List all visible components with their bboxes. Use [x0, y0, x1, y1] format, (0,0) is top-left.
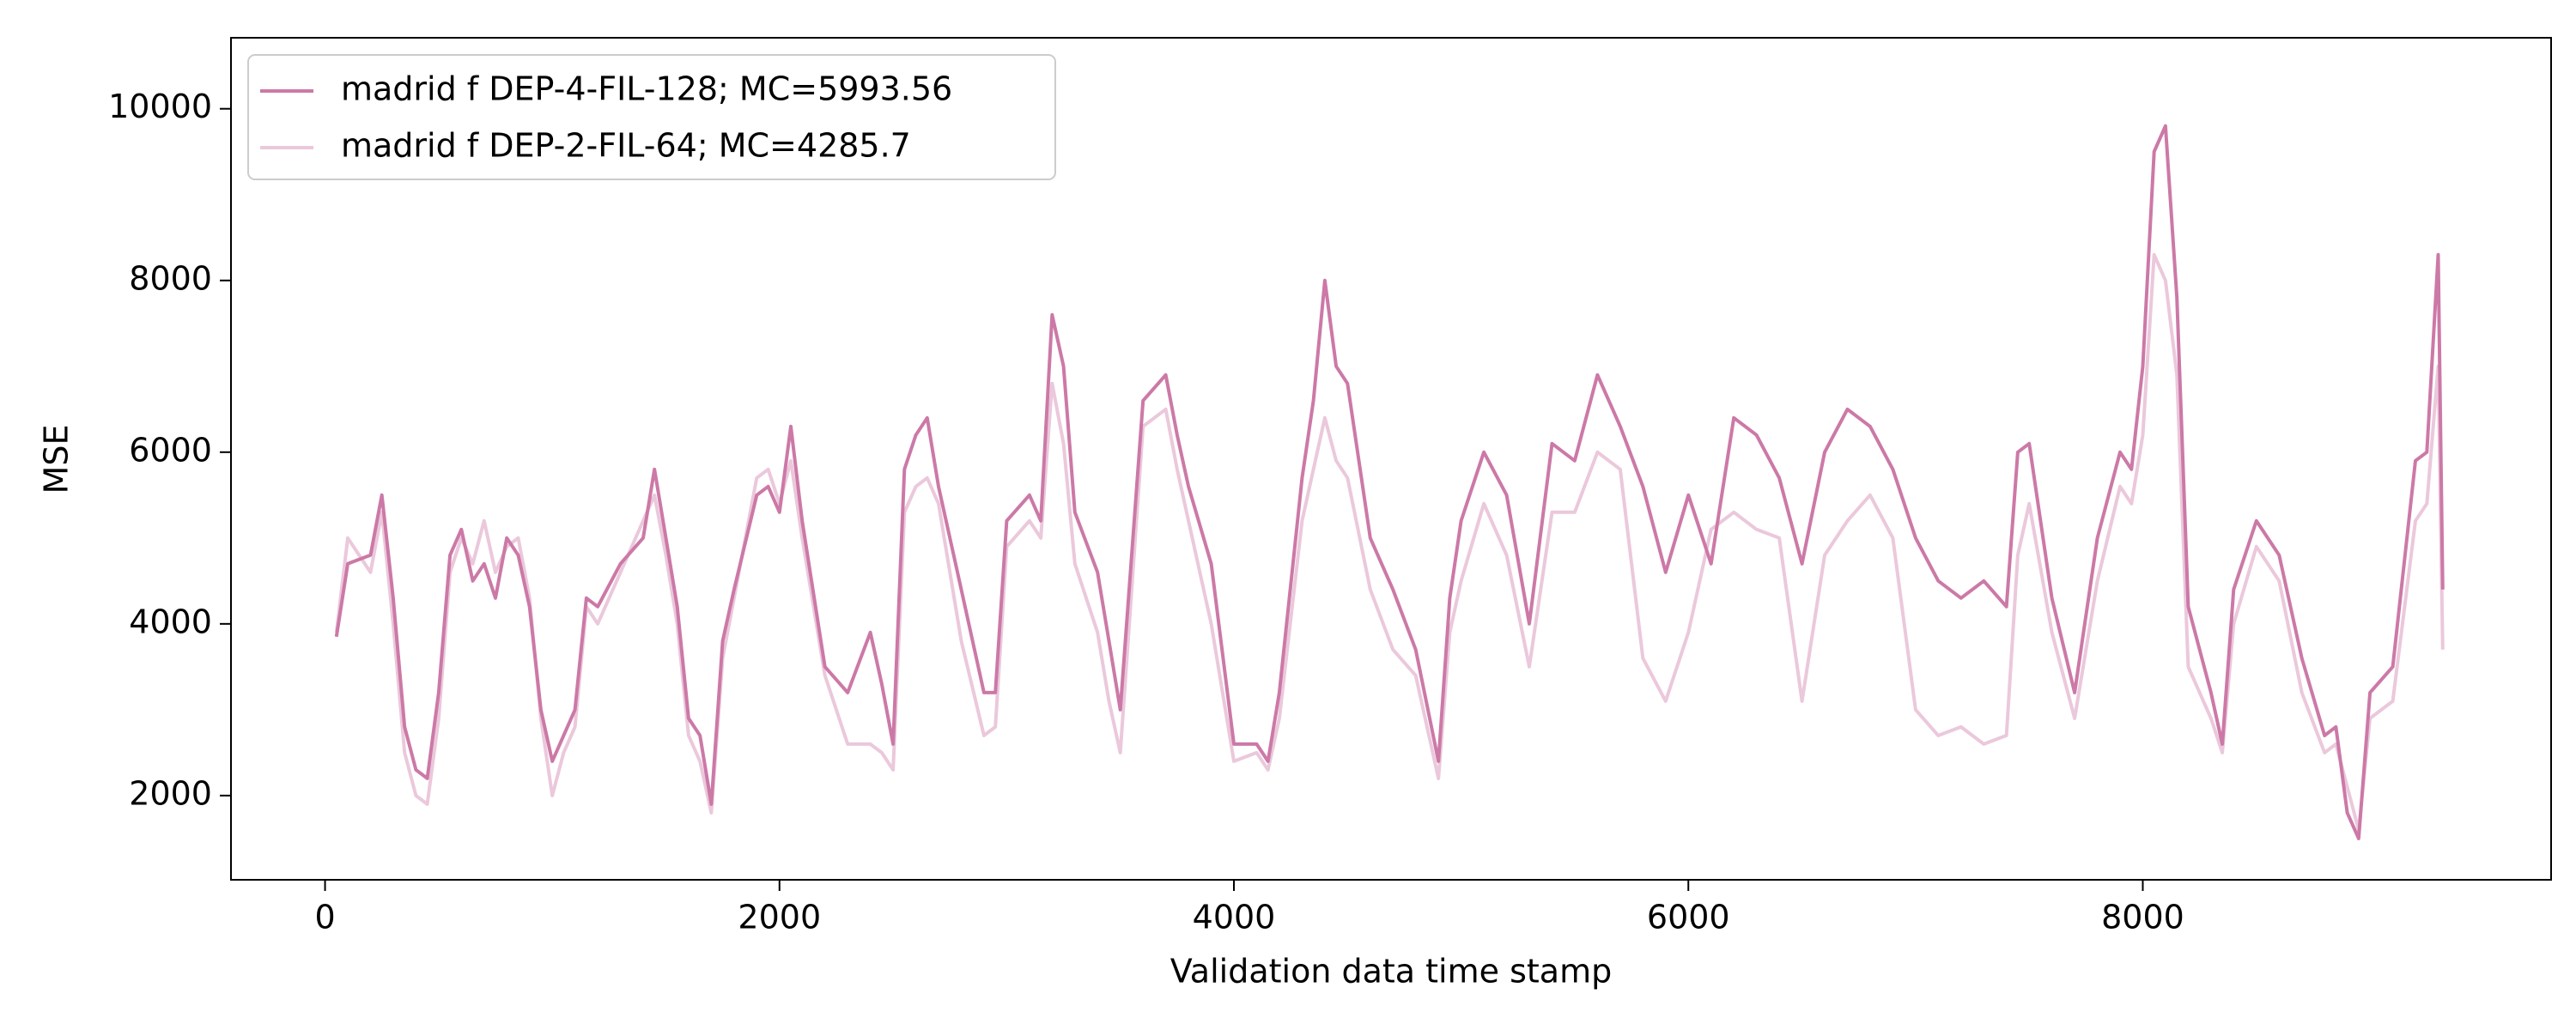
x-tick-label: 0 [314, 899, 335, 936]
y-tick-label: 10000 [108, 88, 212, 125]
y-tick-label: 4000 [129, 603, 212, 640]
x-tick-label: 4000 [1193, 899, 1276, 936]
data-line [334, 252, 2445, 832]
x-tick-label: 6000 [1647, 899, 1730, 936]
legend: madrid f DEP-4-FIL-128; MC=5993.56 madrid… [247, 54, 1056, 180]
legend-box [247, 54, 1056, 180]
x-tick-label: 2000 [738, 899, 821, 936]
legend-label: madrid f DEP-4-FIL-128; MC=5993.56 [341, 70, 952, 108]
x-tick-label: 8000 [2101, 899, 2184, 936]
plot-frame [230, 37, 2552, 881]
y-tick-label: 8000 [129, 259, 212, 297]
y-tick-label: 6000 [129, 431, 212, 469]
y-axis-label: MSE [38, 425, 76, 494]
data-line [334, 124, 2445, 840]
x-axis-label: Validation data time stamp [1170, 953, 1612, 991]
legend-label: madrid f DEP-2-FIL-64; MC=4285.7 [341, 127, 911, 165]
y-tick-label: 2000 [129, 774, 212, 812]
